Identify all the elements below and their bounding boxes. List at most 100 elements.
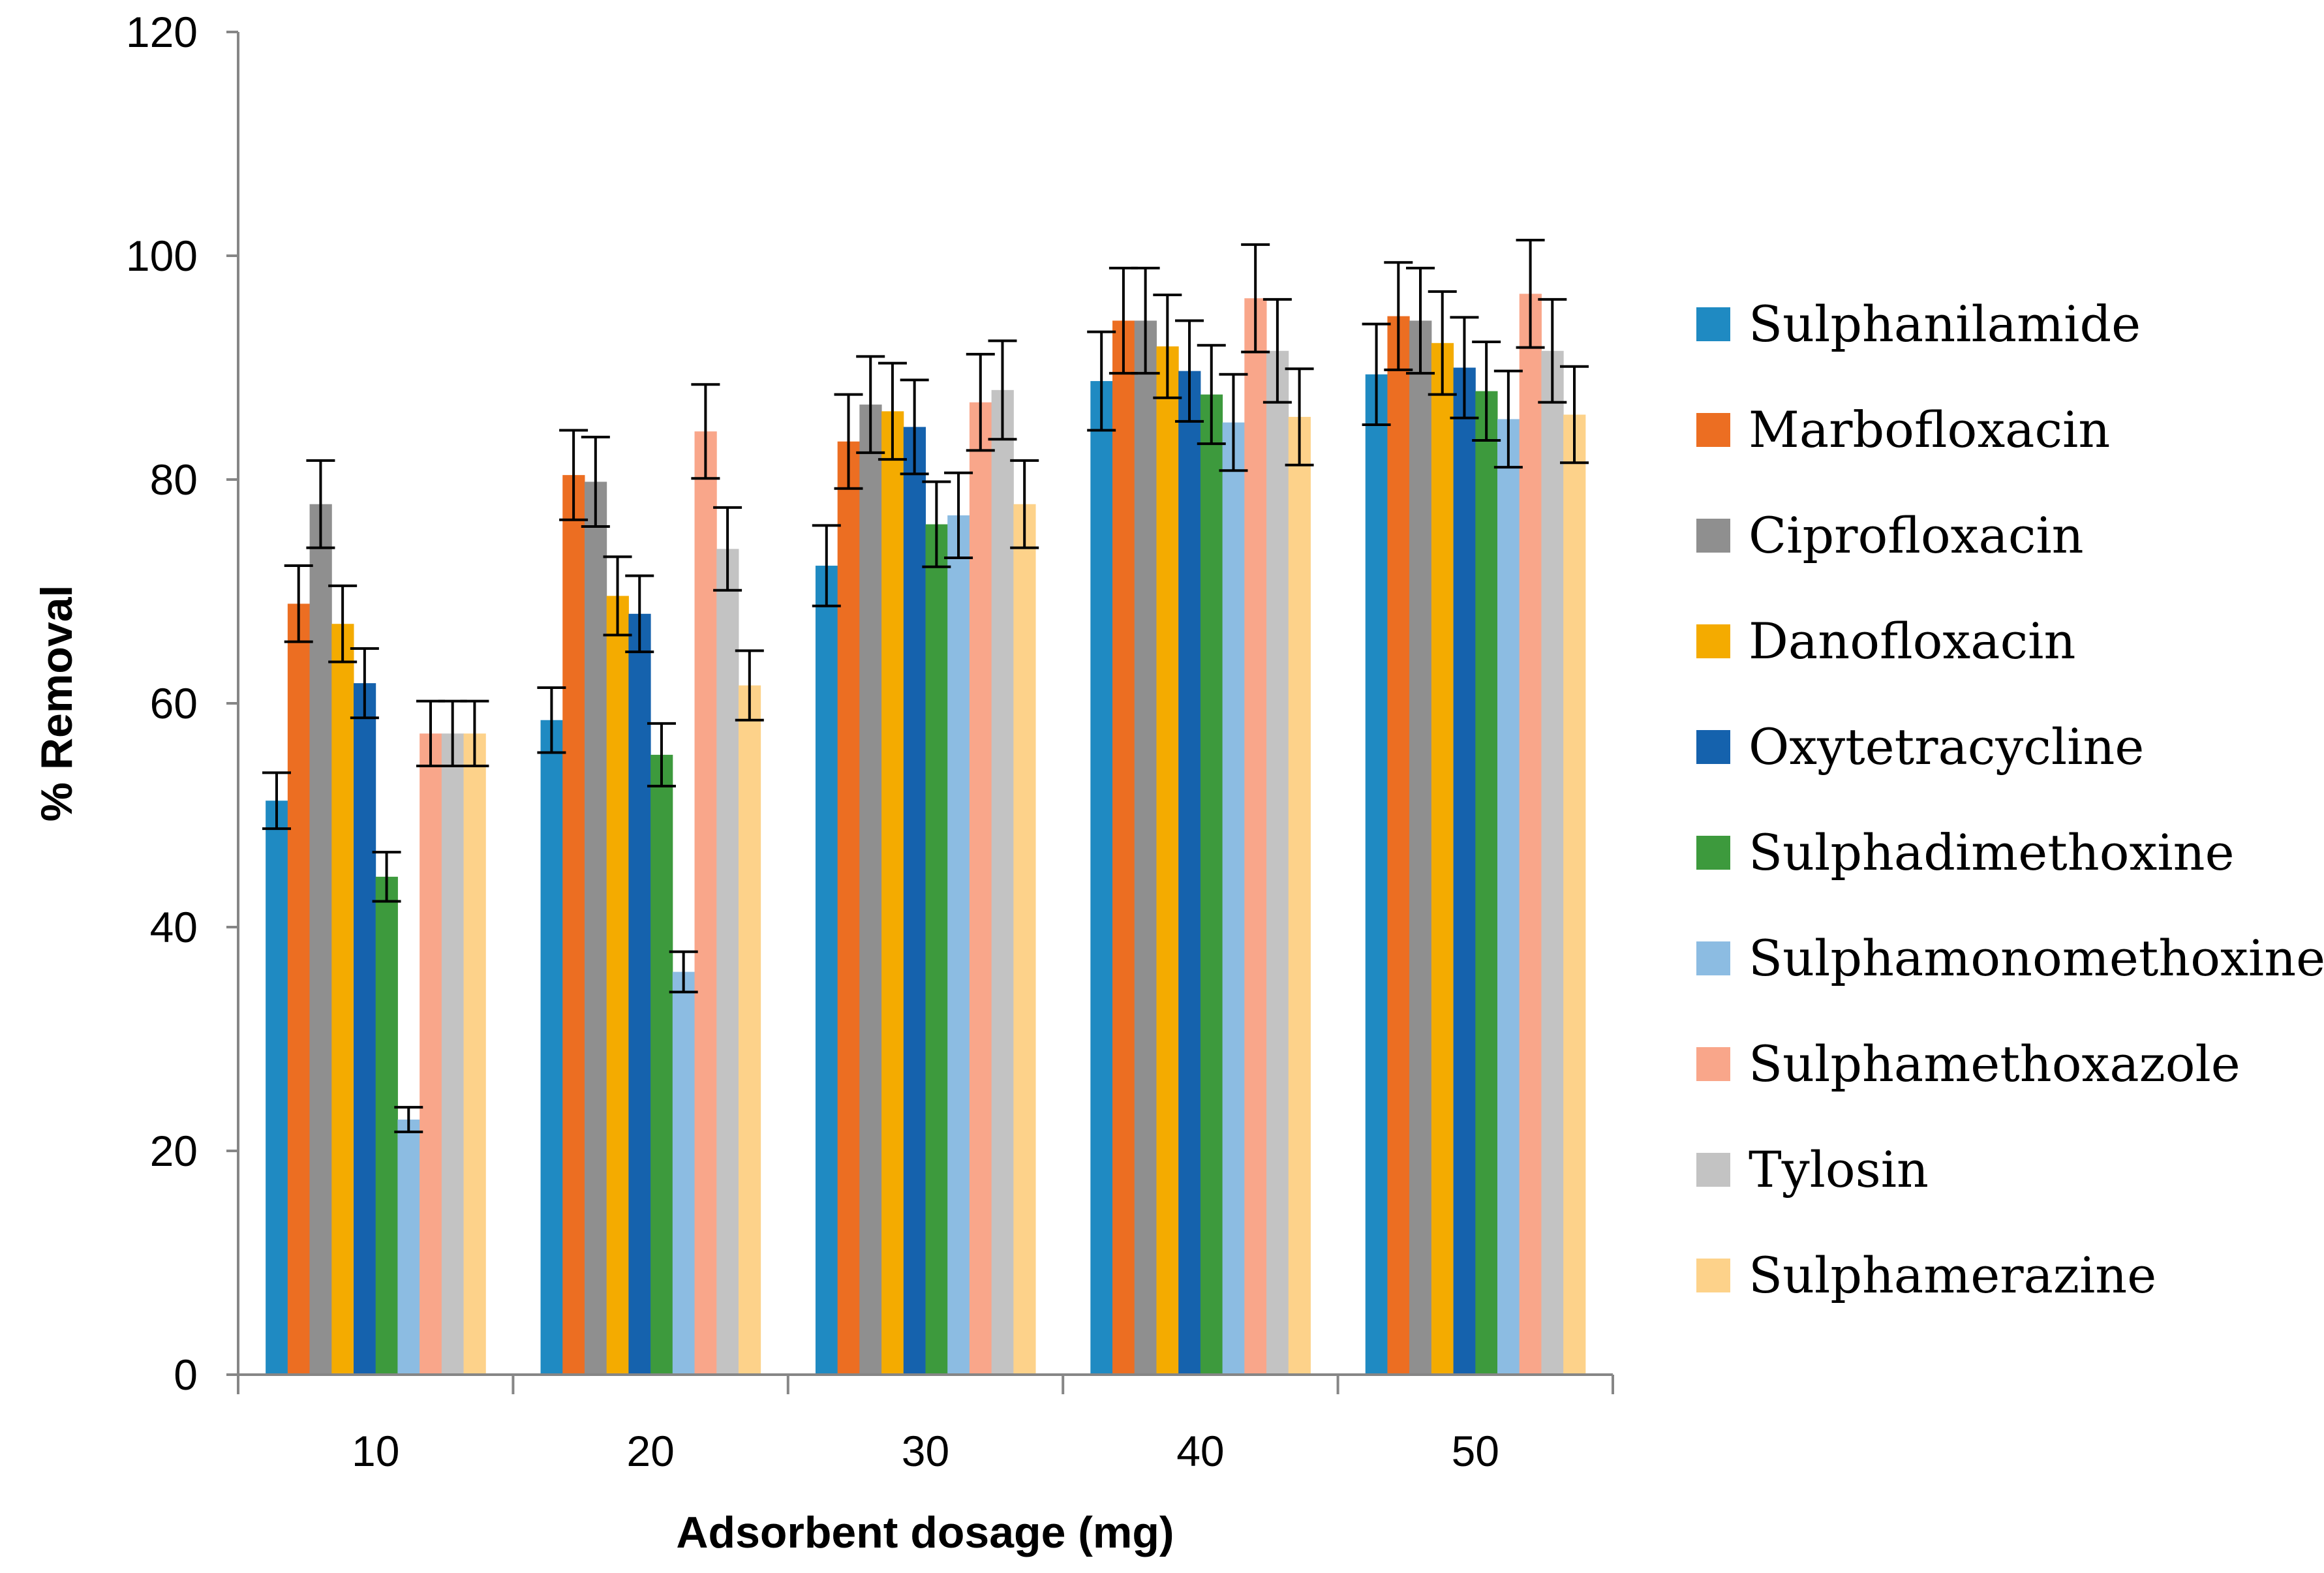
x-tick-label: 10 <box>352 1427 399 1475</box>
legend-swatch <box>1696 836 1730 870</box>
y-tick-label: 20 <box>150 1127 198 1175</box>
bar <box>694 431 717 1375</box>
bar <box>1156 346 1179 1375</box>
y-tick-label: 100 <box>126 232 198 280</box>
error-bars-layer <box>262 238 1589 1133</box>
legend-label: Marbofloxacin <box>1749 401 2110 459</box>
bar <box>584 481 607 1375</box>
bar <box>628 613 651 1375</box>
legend-item: Sulphadimethoxine <box>1696 823 2235 881</box>
bar <box>441 733 465 1375</box>
bar <box>1409 320 1432 1375</box>
x-tick-label: 30 <box>902 1427 949 1475</box>
bar <box>309 504 332 1375</box>
bar <box>1244 298 1267 1375</box>
legend-label: Tylosin <box>1749 1140 1929 1199</box>
legend: Sulphanilamide Marbofloxacin Ciprofloxacin… <box>1696 295 2324 1304</box>
legend-item: Ciprofloxacin <box>1696 506 2084 564</box>
legend-swatch <box>1696 519 1730 553</box>
bar <box>353 683 376 1375</box>
bar <box>1090 381 1113 1375</box>
legend-label: Danofloxacin <box>1749 612 2075 670</box>
bar <box>1497 419 1520 1375</box>
legend-label: Oxytetracycline <box>1749 718 2144 776</box>
bar <box>375 876 398 1375</box>
y-ticks-layer: 0 20 40 60 80 100 120 <box>126 8 238 1399</box>
y-axis-title: % Removal <box>32 585 82 822</box>
bar <box>1266 350 1289 1375</box>
legend-swatch <box>1696 941 1730 975</box>
legend-item: Tylosin <box>1696 1140 1929 1199</box>
legend-item: Danofloxacin <box>1696 612 2075 670</box>
bar <box>266 801 288 1375</box>
legend-label: Ciprofloxacin <box>1749 506 2084 564</box>
bar <box>540 720 563 1375</box>
bar <box>947 515 970 1375</box>
x-tick-label: 40 <box>1176 1427 1224 1475</box>
bar <box>650 754 673 1375</box>
bar <box>925 524 948 1375</box>
bar <box>1563 414 1586 1375</box>
bar <box>420 733 442 1375</box>
legend-item: Oxytetracycline <box>1696 718 2144 776</box>
bars-layer <box>266 294 1586 1375</box>
bar <box>738 685 761 1375</box>
legend-swatch <box>1696 1153 1730 1187</box>
bar <box>859 405 882 1375</box>
legend-label: Sulphadimethoxine <box>1749 823 2235 881</box>
y-tick-label: 60 <box>150 679 198 727</box>
legend-label: Sulphanilamide <box>1749 295 2141 353</box>
bar <box>837 441 860 1375</box>
bar <box>397 1119 420 1375</box>
bar <box>1431 343 1454 1375</box>
bar <box>1112 320 1135 1375</box>
legend-item: Sulphanilamide <box>1696 295 2141 353</box>
bar <box>1178 371 1201 1375</box>
x-ticks-layer: 10 20 30 40 50 <box>237 1375 1614 1475</box>
legend-item: Marbofloxacin <box>1696 401 2110 459</box>
bar <box>881 411 904 1375</box>
legend-swatch <box>1696 1259 1730 1292</box>
x-axis-title: Adsorbent dosage (mg) <box>676 1508 1174 1557</box>
y-tick-label: 80 <box>150 455 198 504</box>
bar <box>331 624 354 1375</box>
y-tick-label: 40 <box>150 903 198 951</box>
bar <box>1475 391 1498 1375</box>
bar <box>463 733 486 1375</box>
bar <box>716 549 739 1375</box>
bar <box>903 427 926 1375</box>
bar <box>991 389 1014 1375</box>
legend-item: Sulphamonomethoxine <box>1696 929 2324 987</box>
bar <box>1200 394 1223 1375</box>
bar <box>1134 320 1157 1375</box>
legend-item: Sulphamerazine <box>1696 1246 2156 1304</box>
bar <box>1365 374 1388 1375</box>
legend-swatch <box>1696 413 1730 447</box>
legend-swatch <box>1696 624 1730 658</box>
y-tick-label: 120 <box>126 8 198 56</box>
legend-label: Sulphamethoxazole <box>1749 1035 2240 1093</box>
bar <box>1288 416 1311 1375</box>
bar <box>562 475 585 1375</box>
bar <box>672 971 696 1375</box>
bar <box>969 402 992 1375</box>
bar <box>815 566 838 1375</box>
legend-item: Sulphamethoxazole <box>1696 1035 2240 1093</box>
legend-label: Sulphamonomethoxine <box>1749 929 2324 987</box>
legend-swatch <box>1696 307 1730 341</box>
bar <box>1222 422 1245 1375</box>
legend-swatch <box>1696 1047 1730 1081</box>
y-tick-label: 0 <box>174 1351 198 1399</box>
bar <box>1541 350 1564 1375</box>
bar <box>606 596 629 1375</box>
bar <box>1387 316 1410 1375</box>
x-tick-label: 50 <box>1452 1427 1499 1475</box>
bar <box>287 603 311 1375</box>
legend-label: Sulphamerazine <box>1749 1246 2156 1304</box>
bar <box>1519 294 1542 1375</box>
bar <box>1453 367 1476 1375</box>
legend-swatch <box>1696 730 1730 764</box>
bar <box>1013 504 1036 1375</box>
x-tick-label: 20 <box>626 1427 674 1475</box>
